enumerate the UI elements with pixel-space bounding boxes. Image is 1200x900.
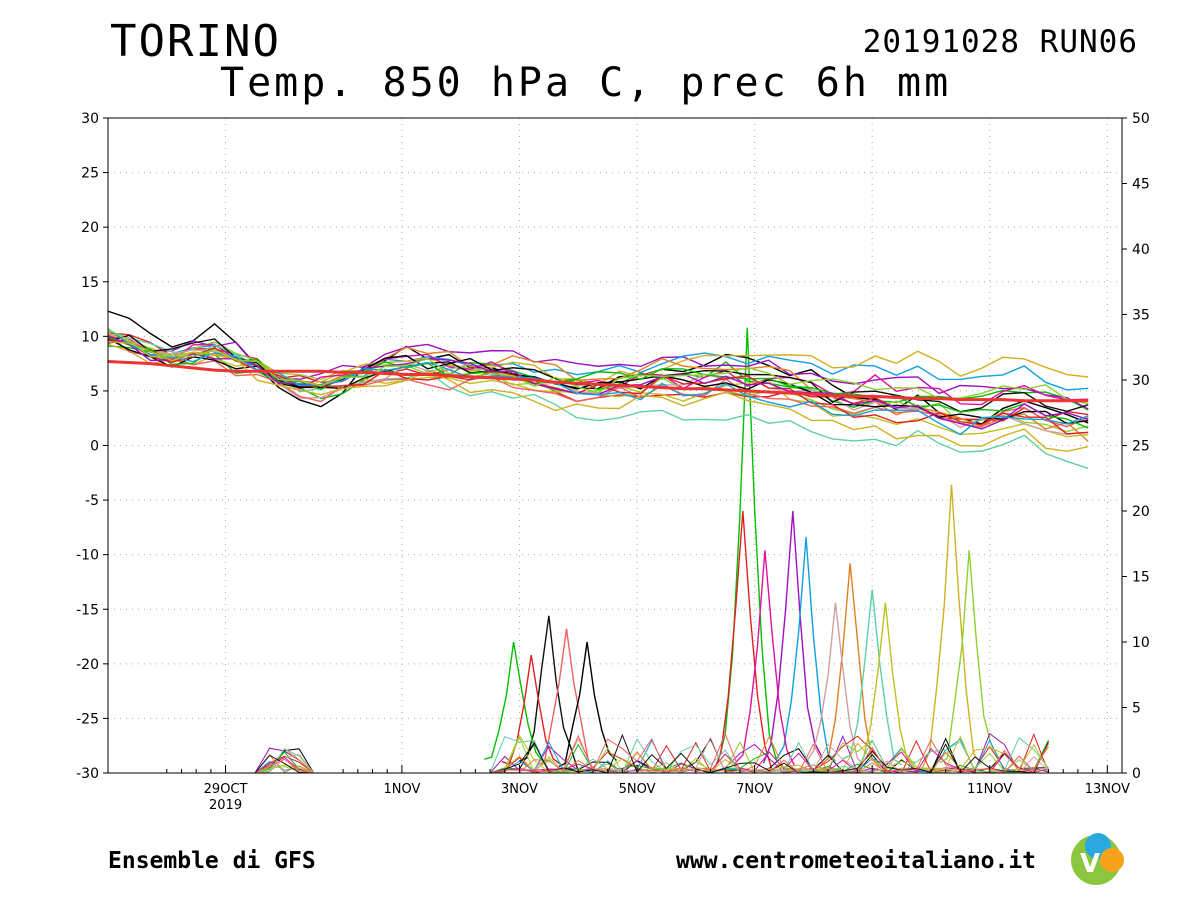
y-left-tick-label: 30 (81, 111, 99, 127)
precipitation-member-line (501, 654, 562, 766)
x-tick-label: 13NOV (1085, 782, 1130, 797)
y-right-tick-label: 40 (1132, 242, 1150, 258)
temperature-member-line (107, 336, 1089, 429)
precipitation-member-line (557, 641, 617, 768)
y-left-tick-label: -5 (85, 493, 99, 509)
y-left-tick-label: -30 (76, 766, 99, 782)
y-left-tick-label: 15 (81, 275, 99, 291)
precipitation-background-line (108, 734, 1049, 774)
y-right-tick-label: 10 (1132, 635, 1150, 651)
precipitation-background-line (108, 732, 1049, 774)
y-right-tick-label: 45 (1132, 177, 1150, 193)
website-link[interactable]: www.centrometeoitaliano.it (676, 848, 1037, 874)
svg-text:V: V (1080, 849, 1100, 879)
y-left-tick-label: -10 (76, 548, 99, 564)
centrometeoitaliano-logo-icon: V (1071, 833, 1124, 885)
y-left-tick-label: -25 (76, 711, 99, 727)
temperature-member-line (107, 333, 1089, 428)
precipitation-background-line (108, 748, 1049, 774)
x-tick-label: 5NOV (619, 782, 656, 797)
y-right-tick-label: 15 (1132, 570, 1150, 586)
temperature-member-line (107, 345, 1089, 411)
precipitation-series (108, 327, 1049, 774)
y-left-tick-label: 25 (81, 166, 99, 182)
precipitation-member-line (484, 641, 544, 763)
x-tick-label: 1NOV (383, 782, 420, 797)
precipitation-background-line (108, 733, 1049, 774)
precipitation-member-line (855, 602, 915, 772)
y-right-tick-label: 50 (1132, 111, 1150, 127)
precipitation-member-line (735, 550, 795, 766)
y-right-tick-label: 20 (1132, 504, 1150, 520)
chart-subtitle: Temp. 850 hPa C, prec 6h mm (220, 60, 952, 106)
temperature-member-line (107, 328, 1089, 405)
temperature-mean-line (107, 359, 1089, 403)
y-axis-left: 30 25 20 15 10 5 0 -5 -10 -15 -20 -25 -30 (76, 111, 108, 782)
y-right-tick-label: 25 (1132, 439, 1150, 455)
temperature-members (107, 310, 1089, 470)
precipitation-member-line (776, 537, 836, 762)
precipitation-member-line (762, 510, 823, 764)
temperature-member-line (107, 334, 1089, 413)
x-tick-sublabel: 2019 (209, 798, 242, 813)
temperature-member-line (107, 340, 1089, 452)
x-tick-label: 29OCT (204, 782, 248, 797)
temperature-member-line (107, 338, 1089, 435)
precipitation-member-line (921, 484, 982, 769)
precipitation-member-line (842, 589, 902, 766)
precipitation-member-line (712, 510, 773, 772)
x-tick-label: 9NOV (854, 782, 891, 797)
y-right-tick-label: 30 (1132, 373, 1150, 389)
temperature-mean (107, 359, 1089, 403)
y-right-tick-label: 35 (1132, 308, 1150, 324)
y-left-tick-label: 10 (81, 329, 99, 345)
y-left-tick-label: -20 (76, 657, 99, 673)
y-left-tick-label: 20 (81, 220, 99, 236)
precipitation-background-line (108, 736, 1049, 774)
precipitation-background-line (108, 735, 1049, 774)
y-left-tick-label: 0 (90, 439, 99, 455)
y-right-tick-label: 0 (1132, 766, 1141, 782)
city-title: TORINO (110, 16, 281, 67)
run-label: 20191028 RUN06 (862, 24, 1138, 60)
temperature-member-line (107, 335, 1089, 433)
y-left-tick-label: -15 (76, 602, 99, 618)
x-tick-label: 3NOV (501, 782, 538, 797)
x-tick-label: 11NOV (967, 782, 1012, 797)
precipitation-background-line (108, 733, 1049, 774)
y-right-tick-label: 5 (1132, 701, 1141, 717)
model-label: Ensemble di GFS (108, 848, 316, 874)
y-left-tick-label: 5 (90, 384, 99, 400)
precipitation-member-line (717, 327, 778, 764)
x-tick-label: 7NOV (736, 782, 773, 797)
precipitation-background-line (108, 736, 1049, 774)
